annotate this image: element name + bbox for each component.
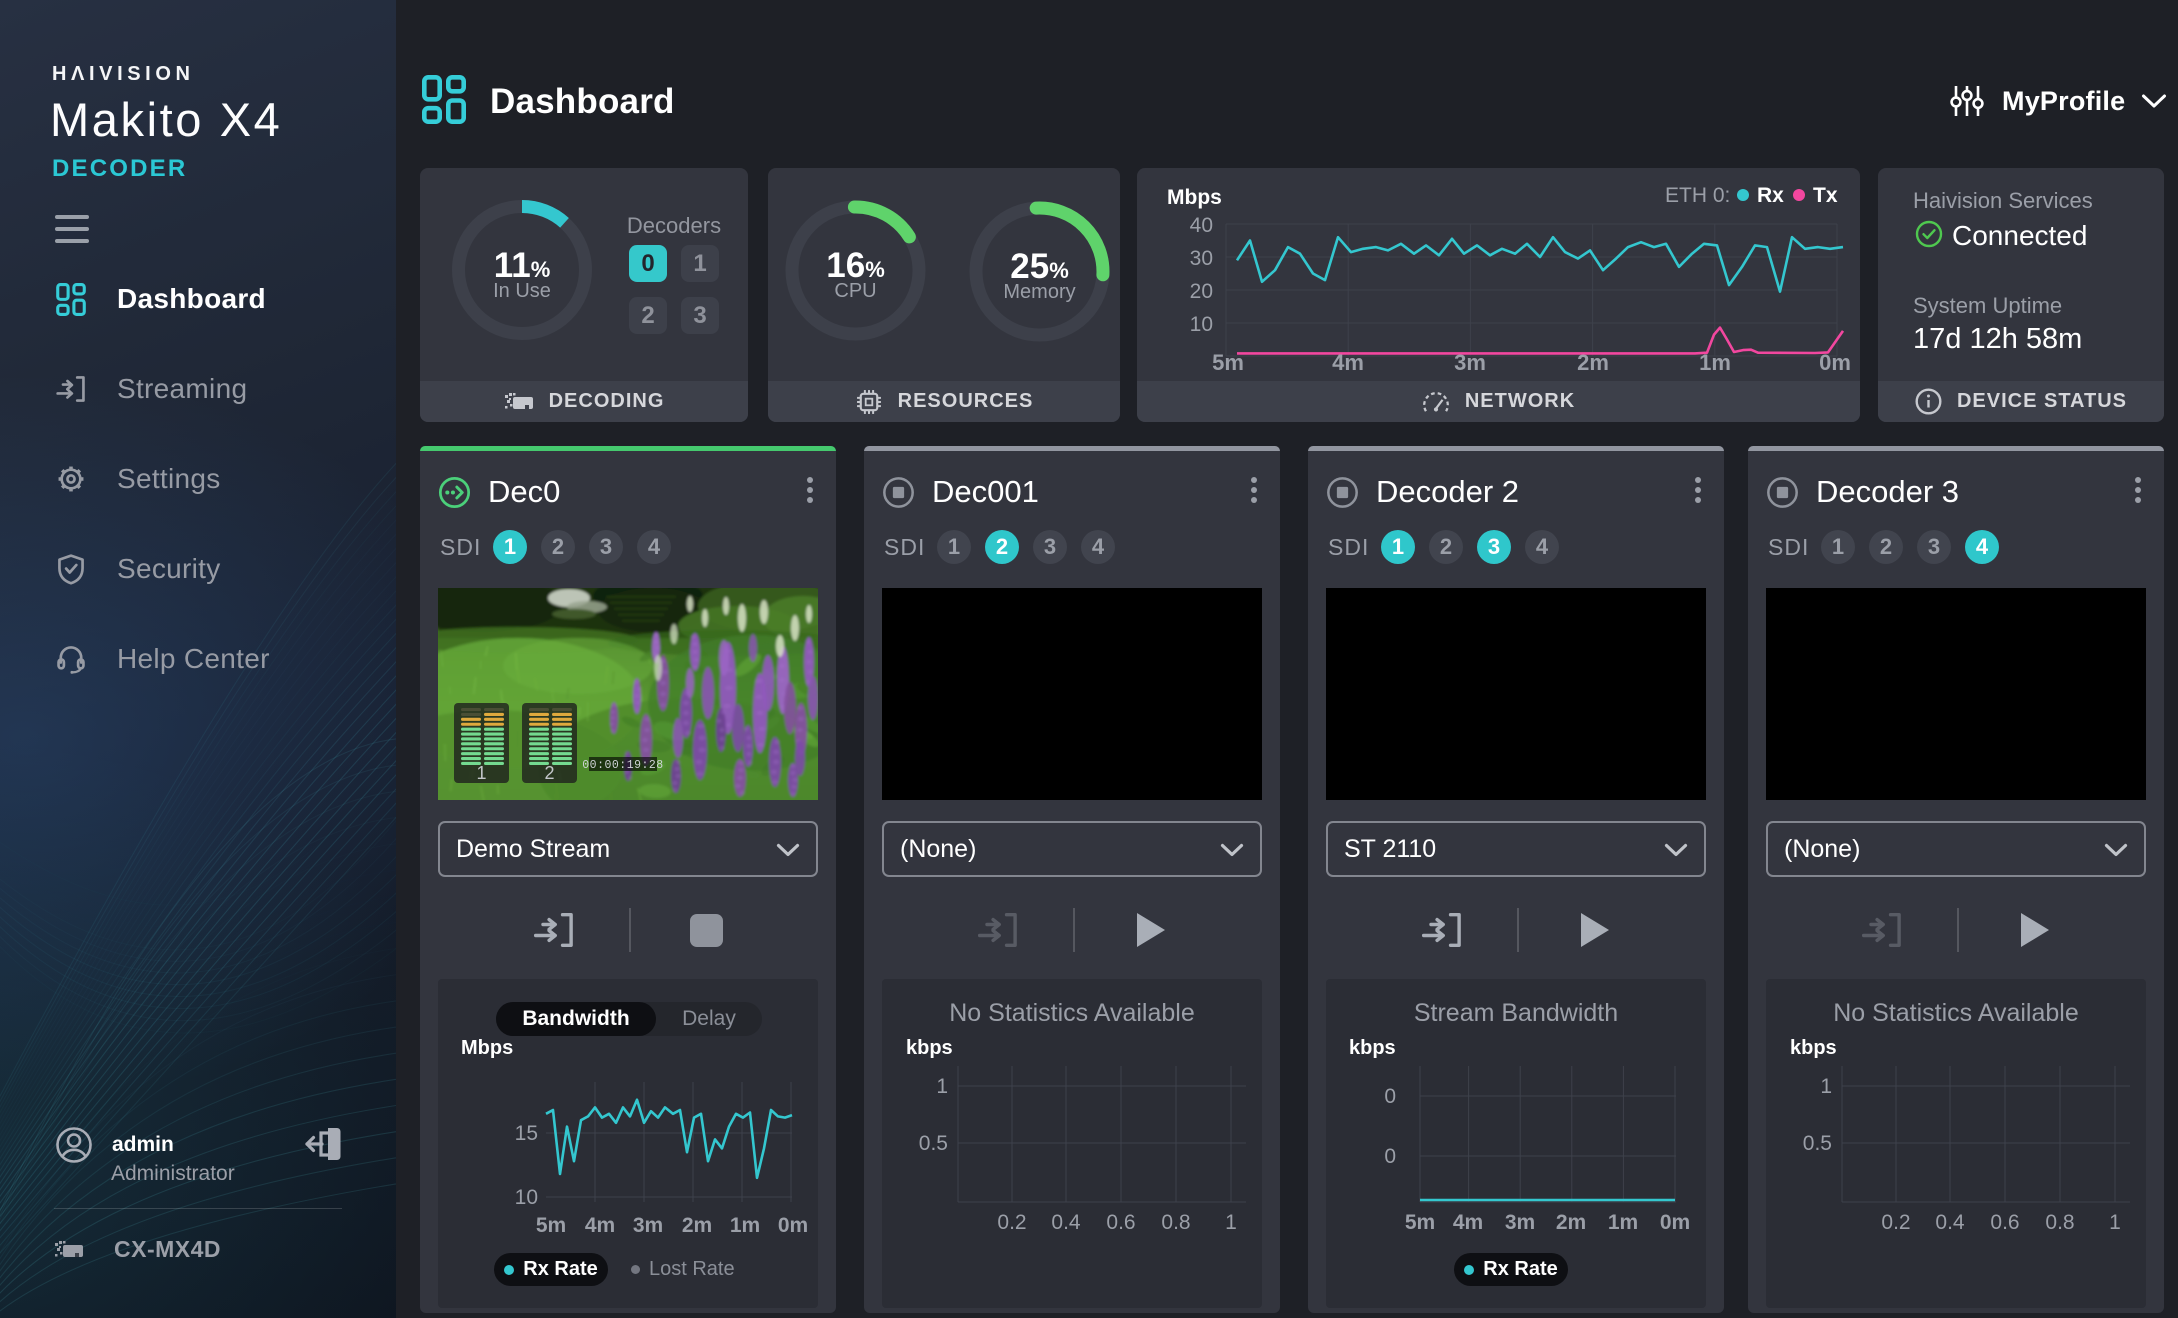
svg-text:2: 2: [544, 763, 554, 783]
svg-text:3m: 3m: [1505, 1211, 1535, 1234]
svg-text:4m: 4m: [585, 1214, 615, 1237]
svg-text:Mbps: Mbps: [1167, 186, 1222, 209]
svg-text:40: 40: [1190, 214, 1213, 237]
svg-text:2m: 2m: [682, 1214, 712, 1237]
svg-text:00:00:19:28: 00:00:19:28: [582, 759, 663, 772]
svg-text:0.4: 0.4: [1051, 1211, 1081, 1234]
svg-text:0.2: 0.2: [1881, 1211, 1910, 1234]
svg-text:3m: 3m: [1454, 350, 1486, 375]
svg-text:0.6: 0.6: [1106, 1211, 1135, 1234]
svg-text:0.4: 0.4: [1935, 1211, 1965, 1234]
svg-text:1: 1: [2109, 1211, 2121, 1234]
svg-text:15: 15: [515, 1122, 538, 1145]
svg-text:20: 20: [1190, 280, 1213, 303]
svg-text:1: 1: [1225, 1211, 1237, 1234]
svg-text:Tx: Tx: [1813, 184, 1838, 207]
svg-text:ETH 0:: ETH 0:: [1665, 184, 1730, 207]
svg-text:1: 1: [936, 1075, 948, 1098]
svg-text:3m: 3m: [633, 1214, 663, 1237]
svg-text:0m: 0m: [1660, 1211, 1690, 1234]
svg-text:0.8: 0.8: [2045, 1211, 2074, 1234]
svg-text:4m: 4m: [1332, 350, 1364, 375]
svg-text:1: 1: [1820, 1075, 1832, 1098]
svg-text:0m: 0m: [1819, 350, 1851, 375]
svg-text:0.5: 0.5: [919, 1132, 948, 1155]
svg-text:4m: 4m: [1453, 1211, 1483, 1234]
svg-text:1: 1: [476, 763, 486, 783]
svg-text:0.2: 0.2: [997, 1211, 1026, 1234]
svg-text:1m: 1m: [1699, 350, 1731, 375]
svg-text:0.6: 0.6: [1990, 1211, 2019, 1234]
svg-text:0: 0: [1384, 1145, 1396, 1168]
svg-text:30: 30: [1190, 247, 1213, 270]
svg-text:Rx: Rx: [1757, 184, 1784, 207]
svg-text:0m: 0m: [778, 1214, 808, 1237]
svg-text:1m: 1m: [1608, 1211, 1638, 1234]
svg-text:0.8: 0.8: [1161, 1211, 1190, 1234]
svg-text:0: 0: [1384, 1085, 1396, 1108]
svg-text:5m: 5m: [1405, 1211, 1435, 1234]
svg-text:2m: 2m: [1556, 1211, 1586, 1234]
svg-text:10: 10: [1190, 313, 1213, 336]
svg-text:2m: 2m: [1577, 350, 1609, 375]
svg-text:5m: 5m: [536, 1214, 566, 1237]
svg-text:0.5: 0.5: [1803, 1132, 1832, 1155]
svg-text:10: 10: [515, 1186, 538, 1209]
svg-text:1m: 1m: [730, 1214, 760, 1237]
svg-text:5m: 5m: [1212, 350, 1244, 375]
